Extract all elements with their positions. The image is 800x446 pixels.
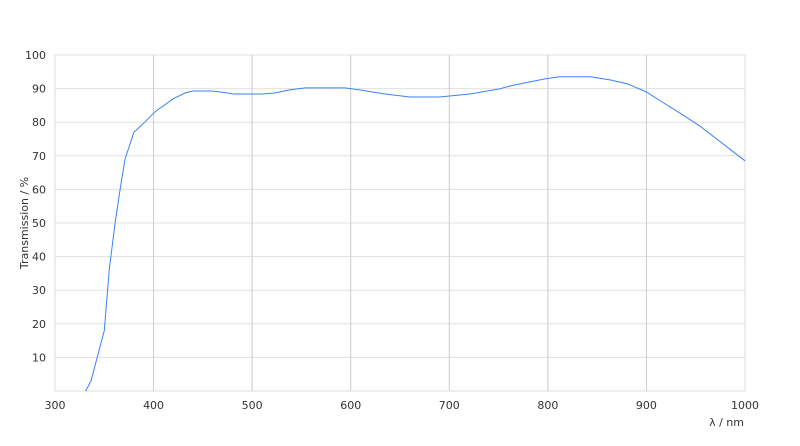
x-tick-label: 300 <box>45 399 66 412</box>
x-axis-ticks: 300 400 500 600 700 800 900 1000 <box>45 399 760 412</box>
y-tick-label: 20 <box>32 318 46 331</box>
y-axis-label: Transmission / % <box>18 177 31 270</box>
y-tick-label: 60 <box>32 183 46 196</box>
series-line <box>85 76 746 392</box>
y-tick-label: 40 <box>32 251 46 264</box>
y-tick-label: 80 <box>32 116 46 129</box>
x-tick-label: 700 <box>439 399 460 412</box>
y-tick-label: 50 <box>32 217 46 230</box>
x-tick-label: 900 <box>636 399 657 412</box>
x-tick-label: 600 <box>340 399 361 412</box>
grid <box>54 54 746 392</box>
x-tick-label: 400 <box>143 399 164 412</box>
x-tick-label: 1000 <box>731 399 759 412</box>
y-tick-label: 30 <box>32 284 46 297</box>
x-tick-label: 500 <box>242 399 263 412</box>
y-tick-label: 10 <box>32 351 46 364</box>
y-tick-label: 70 <box>32 150 46 163</box>
x-axis-label: λ / nm <box>709 416 744 429</box>
y-tick-label: 100 <box>25 49 46 62</box>
x-tick-label: 800 <box>537 399 558 412</box>
y-axis-ticks: 10 20 30 40 50 60 70 80 90 100 <box>25 49 46 364</box>
y-tick-label: 90 <box>32 83 46 96</box>
